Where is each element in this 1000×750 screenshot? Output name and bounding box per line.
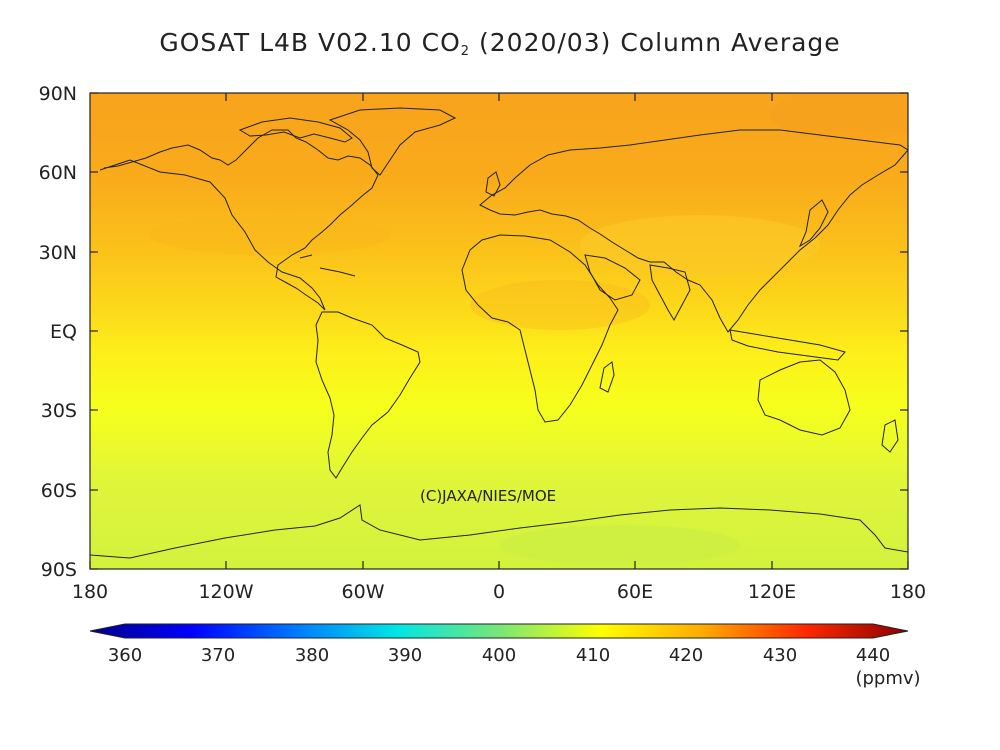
colorbar-label: 400 xyxy=(482,645,516,666)
colorbar-label: 410 xyxy=(576,645,610,666)
colorbar-label: 360 xyxy=(108,645,142,666)
coast-caribbean xyxy=(299,254,356,277)
coast-madagascar xyxy=(599,361,615,393)
pacific-band xyxy=(150,215,390,255)
coast-indonesia xyxy=(729,329,846,361)
coast-greenland xyxy=(328,107,457,176)
coast-north-america xyxy=(99,129,379,311)
colorbar-label: 370 xyxy=(201,645,235,666)
coast-new-zealand xyxy=(881,419,899,453)
lat-label: 60N xyxy=(39,162,77,184)
coast-india xyxy=(649,264,691,322)
arctic-enhancement xyxy=(770,93,908,140)
title-suffix: (2020/03) Column Average xyxy=(470,28,841,57)
africa-north-enhancement xyxy=(470,280,650,330)
lon-label: 120W xyxy=(198,581,253,603)
lon-label: 60W xyxy=(342,581,385,603)
colorbar-label: 390 xyxy=(388,645,422,666)
co2-gradient-field xyxy=(90,93,908,569)
lon-label: 0 xyxy=(493,581,505,603)
colorbar-unit: (ppmv) xyxy=(855,668,920,689)
lat-label: 30N xyxy=(39,242,77,264)
coast-africa xyxy=(461,234,619,423)
lat-label: 30S xyxy=(41,400,77,422)
lat-labels: 90N 60N 30N EQ 30S 60S 90S xyxy=(39,83,77,581)
lat-label: 60S xyxy=(41,480,77,502)
co2-field xyxy=(90,93,908,569)
lat-label: 90S xyxy=(41,559,77,581)
lon-label: 180 xyxy=(72,581,108,603)
asia-enhancement xyxy=(580,215,820,275)
colorbar: 360 370 380 390 400 410 420 430 440 (ppm… xyxy=(89,623,921,689)
lon-label: 180 xyxy=(890,581,926,603)
antarctic-low xyxy=(500,525,740,565)
colorbar-label: 420 xyxy=(669,645,703,666)
lon-labels: 180 120W 60W 0 60E 120E 180 xyxy=(72,581,926,603)
title-prefix: GOSAT L4B V02.10 CO xyxy=(159,28,461,57)
lat-label: EQ xyxy=(50,321,77,343)
coast-uk xyxy=(485,171,501,197)
coast-canada-islands xyxy=(238,117,353,143)
title-subscript: 2 xyxy=(460,44,471,59)
coast-arabia xyxy=(584,254,641,301)
coastlines xyxy=(90,107,908,559)
lat-ticks xyxy=(90,92,908,570)
coast-japan xyxy=(798,199,829,248)
coast-eurasia xyxy=(479,129,908,333)
lon-label: 120E xyxy=(748,581,796,603)
coast-australia xyxy=(757,359,851,436)
map-title: GOSAT L4B V02.10 CO2 (2020/03) Column Av… xyxy=(0,28,1000,59)
colorbar-label: 440 xyxy=(856,645,890,666)
colorbar-label: 380 xyxy=(295,645,329,666)
colorbar-bar xyxy=(89,623,909,639)
copyright-text: (C)JAXA/NIES/MOE xyxy=(420,487,556,505)
colorbar-label: 430 xyxy=(763,645,797,666)
coast-south-america xyxy=(315,311,421,479)
lat-label: 90N xyxy=(39,83,77,105)
coast-antarctica xyxy=(90,504,908,559)
lon-label: 60E xyxy=(617,581,653,603)
lon-ticks xyxy=(89,93,909,569)
